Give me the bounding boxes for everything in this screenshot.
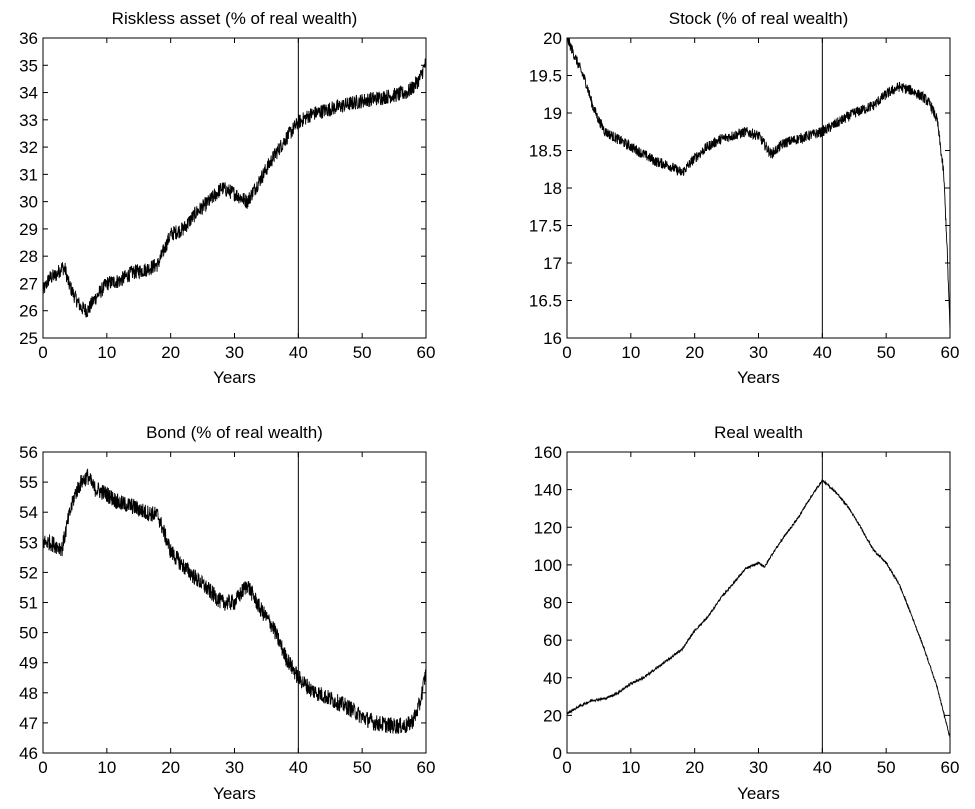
- x-tick-label: 40: [289, 343, 308, 362]
- x-tick-label: 60: [417, 758, 436, 777]
- y-tick-label: 55: [19, 473, 38, 492]
- y-tick-label: 26: [19, 302, 38, 321]
- y-tick-label: 48: [19, 684, 38, 703]
- y-tick-label: 30: [19, 193, 38, 212]
- x-tick-label: 10: [97, 758, 116, 777]
- x-tick-label: 60: [941, 343, 960, 362]
- y-tick-label: 100: [534, 556, 562, 575]
- plot-area: 0 10 20 30 40 50 60 46 47 48 49 50 51 52 53 54 55 56: [19, 443, 435, 777]
- y-tick-label: 120: [534, 518, 562, 537]
- y-tick-label: 16.5: [529, 292, 562, 311]
- x-tick-label: 20: [161, 343, 180, 362]
- x-tick-label: 50: [353, 343, 372, 362]
- plot-area: 0 10 20 30 40 50 60 16 16.5 17 17.5 18 18.5 19 19.5 20: [529, 29, 960, 362]
- y-tick-label: 28: [19, 247, 38, 266]
- x-tick-label: 0: [562, 758, 571, 777]
- axes-frame: [566, 451, 951, 754]
- y-tick-label: 20: [543, 29, 562, 48]
- x-tick-label: 60: [417, 343, 436, 362]
- x-tick-label: 10: [621, 343, 640, 362]
- chart-title: Real wealth: [714, 423, 803, 442]
- y-tick-label: 46: [19, 744, 38, 763]
- x-tick-label: 40: [289, 758, 308, 777]
- plot-area: 0 10 20 30 40 50 60 25 26 27 28 29 30 31 32 33 34 35 36: [19, 29, 435, 362]
- x-tick-label: 20: [685, 758, 704, 777]
- y-tick-label: 19.5: [529, 67, 562, 86]
- series-line: [566, 37, 951, 331]
- x-axis-label: Years: [213, 784, 256, 803]
- x-tick-label: 60: [941, 758, 960, 777]
- series-line: [42, 58, 427, 318]
- x-axis-label: Years: [737, 784, 780, 803]
- panel-bond: Bond (% of real wealth) 0 10 20 30 40 50 60 46 4…: [19, 423, 435, 803]
- panel-real-wealth: Real wealth 0 10 20 30 40 50 60 0 20 40 60 80 100 120…: [534, 423, 960, 803]
- chart-title: Stock (% of real wealth): [669, 9, 849, 28]
- y-tick-label: 80: [543, 594, 562, 613]
- x-tick-label: 30: [225, 758, 244, 777]
- series-line: [566, 478, 951, 738]
- panel-stock: Stock (% of real wealth) 0 10 20 30 40 50 60 16…: [529, 9, 960, 387]
- x-tick-label: 40: [813, 758, 832, 777]
- y-tick-label: 56: [19, 443, 38, 462]
- y-tick-label: 27: [19, 274, 38, 293]
- axes-frame: [566, 37, 951, 339]
- x-tick-label: 20: [685, 343, 704, 362]
- y-tick-label: 16: [543, 329, 562, 348]
- panel-riskless-asset: Riskless asset (% of real wealth) 0 10 20 3…: [19, 9, 435, 387]
- plot-area: 0 10 20 30 40 50 60 0 20 40 60 80 100 120 140 160: [534, 443, 960, 777]
- x-tick-label: 0: [562, 343, 571, 362]
- y-tick-label: 19: [543, 104, 562, 123]
- y-tick-label: 35: [19, 56, 38, 75]
- x-tick-label: 20: [161, 758, 180, 777]
- series-line: [42, 468, 427, 734]
- y-tick-label: 53: [19, 533, 38, 552]
- x-axis-label: Years: [213, 368, 256, 387]
- chart-title: Riskless asset (% of real wealth): [112, 9, 358, 28]
- y-tick-label: 31: [19, 165, 38, 184]
- y-tick-label: 160: [534, 443, 562, 462]
- y-tick-label: 49: [19, 654, 38, 673]
- y-tick-label: 33: [19, 111, 38, 130]
- y-tick-label: 25: [19, 329, 38, 348]
- y-tick-label: 17: [543, 254, 562, 273]
- y-tick-label: 18: [543, 179, 562, 198]
- y-tick-label: 52: [19, 563, 38, 582]
- y-tick-label: 29: [19, 220, 38, 239]
- y-tick-label: 50: [19, 624, 38, 643]
- x-tick-label: 0: [38, 758, 47, 777]
- x-tick-label: 10: [621, 758, 640, 777]
- x-axis-label: Years: [737, 368, 780, 387]
- y-tick-label: 51: [19, 594, 38, 613]
- y-tick-label: 20: [543, 706, 562, 725]
- y-tick-label: 47: [19, 714, 38, 733]
- y-tick-label: 17.5: [529, 217, 562, 236]
- y-tick-label: 36: [19, 29, 38, 48]
- x-tick-label: 0: [38, 343, 47, 362]
- chart-title: Bond (% of real wealth): [146, 423, 323, 442]
- x-tick-label: 10: [97, 343, 116, 362]
- x-tick-label: 50: [353, 758, 372, 777]
- y-tick-label: 32: [19, 138, 38, 157]
- y-tick-label: 40: [543, 669, 562, 688]
- x-tick-label: 40: [813, 343, 832, 362]
- y-tick-label: 34: [19, 84, 38, 103]
- y-tick-label: 60: [543, 631, 562, 650]
- x-tick-label: 30: [225, 343, 244, 362]
- y-tick-label: 140: [534, 481, 562, 500]
- y-tick-label: 54: [19, 503, 38, 522]
- x-tick-label: 30: [749, 343, 768, 362]
- x-tick-label: 30: [749, 758, 768, 777]
- x-tick-label: 50: [877, 758, 896, 777]
- y-tick-label: 18.5: [529, 142, 562, 161]
- y-tick-label: 0: [553, 744, 562, 763]
- x-tick-label: 50: [877, 343, 896, 362]
